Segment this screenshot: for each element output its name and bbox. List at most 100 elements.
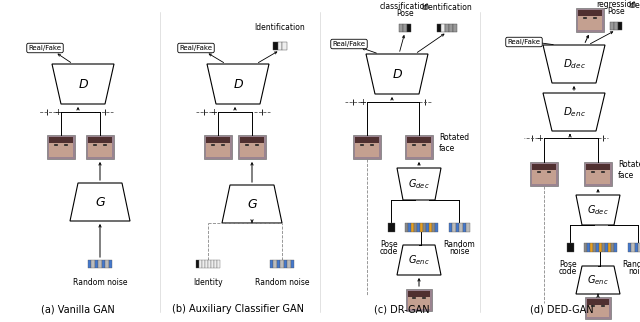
Text: Identification: Identification (628, 1, 640, 10)
Bar (240, 137, 264, 143)
Bar (429, 223, 431, 232)
Text: $G_{dec}$: $G_{dec}$ (408, 177, 430, 191)
Bar (435, 223, 438, 232)
Bar (403, 24, 407, 32)
Bar (532, 164, 556, 170)
Bar (273, 260, 276, 268)
Bar (605, 242, 607, 251)
Text: Pose: Pose (559, 260, 577, 269)
Bar (88, 137, 112, 157)
Bar (576, 8, 604, 32)
Bar (584, 242, 586, 251)
Bar (109, 260, 112, 268)
Bar (445, 24, 449, 32)
Bar (217, 260, 220, 268)
Polygon shape (222, 185, 282, 223)
Bar (49, 137, 73, 157)
Polygon shape (397, 168, 441, 200)
Text: Real/Fake: Real/Fake (29, 45, 61, 51)
Bar (426, 223, 429, 232)
Bar (449, 24, 453, 32)
Bar (614, 22, 618, 30)
Text: $D_{enc}$: $D_{enc}$ (563, 105, 586, 119)
Bar (441, 24, 445, 32)
Text: +: + (536, 134, 543, 143)
Bar (199, 260, 202, 268)
Bar (611, 242, 614, 251)
Text: D: D (78, 78, 88, 90)
Bar (602, 242, 605, 251)
Bar (355, 137, 379, 143)
Bar (282, 42, 287, 50)
Bar (280, 260, 284, 268)
Bar (532, 164, 556, 184)
Bar (598, 242, 602, 251)
Polygon shape (70, 183, 130, 221)
Polygon shape (207, 64, 269, 104)
Bar (595, 242, 598, 251)
Text: G: G (95, 195, 105, 209)
Text: (b) Auxiliary Classifier GAN: (b) Auxiliary Classifier GAN (172, 304, 304, 314)
Bar (578, 10, 602, 30)
Bar (404, 223, 408, 232)
Bar (584, 162, 612, 186)
Bar (586, 164, 610, 184)
Bar (631, 242, 634, 251)
Text: classification: classification (380, 2, 430, 11)
Bar (419, 223, 422, 232)
Bar (405, 135, 433, 159)
Bar (399, 24, 403, 32)
Bar (566, 242, 573, 251)
Bar (589, 242, 593, 251)
Bar (287, 260, 291, 268)
Text: D: D (392, 68, 402, 80)
Bar (614, 242, 616, 251)
Bar (586, 164, 610, 170)
Bar (105, 260, 109, 268)
Text: regression: regression (596, 0, 636, 9)
Text: (a) Vanilla GAN: (a) Vanilla GAN (41, 304, 115, 314)
Text: +: + (54, 108, 61, 117)
Text: code: code (559, 267, 577, 276)
Bar (431, 223, 435, 232)
Text: Identity: Identity (193, 278, 223, 287)
Bar (408, 291, 430, 309)
Bar (238, 135, 266, 159)
Text: $G_{enc}$: $G_{enc}$ (408, 253, 430, 267)
Text: Identification: Identification (422, 3, 472, 12)
Text: Real/Fake: Real/Fake (333, 41, 365, 47)
Text: Identification: Identification (255, 23, 305, 32)
Text: Pose: Pose (607, 7, 625, 16)
Bar (202, 260, 205, 268)
Bar (452, 223, 456, 232)
Bar (196, 260, 199, 268)
Bar (214, 260, 217, 268)
Bar (273, 42, 278, 50)
Text: $G_{enc}$: $G_{enc}$ (587, 273, 609, 287)
Text: D: D (233, 78, 243, 90)
Bar (99, 260, 102, 268)
Bar (406, 289, 432, 311)
Bar (413, 223, 417, 232)
Polygon shape (576, 195, 620, 225)
Bar (634, 242, 638, 251)
Text: Random: Random (622, 260, 640, 269)
Text: G: G (247, 197, 257, 211)
Bar (417, 223, 419, 232)
Bar (408, 291, 430, 297)
Bar (407, 24, 411, 32)
Bar (422, 223, 426, 232)
Polygon shape (543, 93, 605, 131)
Bar (92, 260, 95, 268)
Polygon shape (52, 64, 114, 104)
Bar (47, 135, 75, 159)
Bar (269, 260, 273, 268)
Polygon shape (397, 245, 441, 275)
Bar (278, 42, 282, 50)
Text: Random noise: Random noise (73, 278, 127, 287)
Bar (211, 260, 214, 268)
Bar (387, 223, 394, 232)
Text: Rotated
face: Rotated face (618, 160, 640, 180)
Text: Real/Fake: Real/Fake (508, 39, 541, 45)
Text: Real/Fake: Real/Fake (179, 45, 212, 51)
